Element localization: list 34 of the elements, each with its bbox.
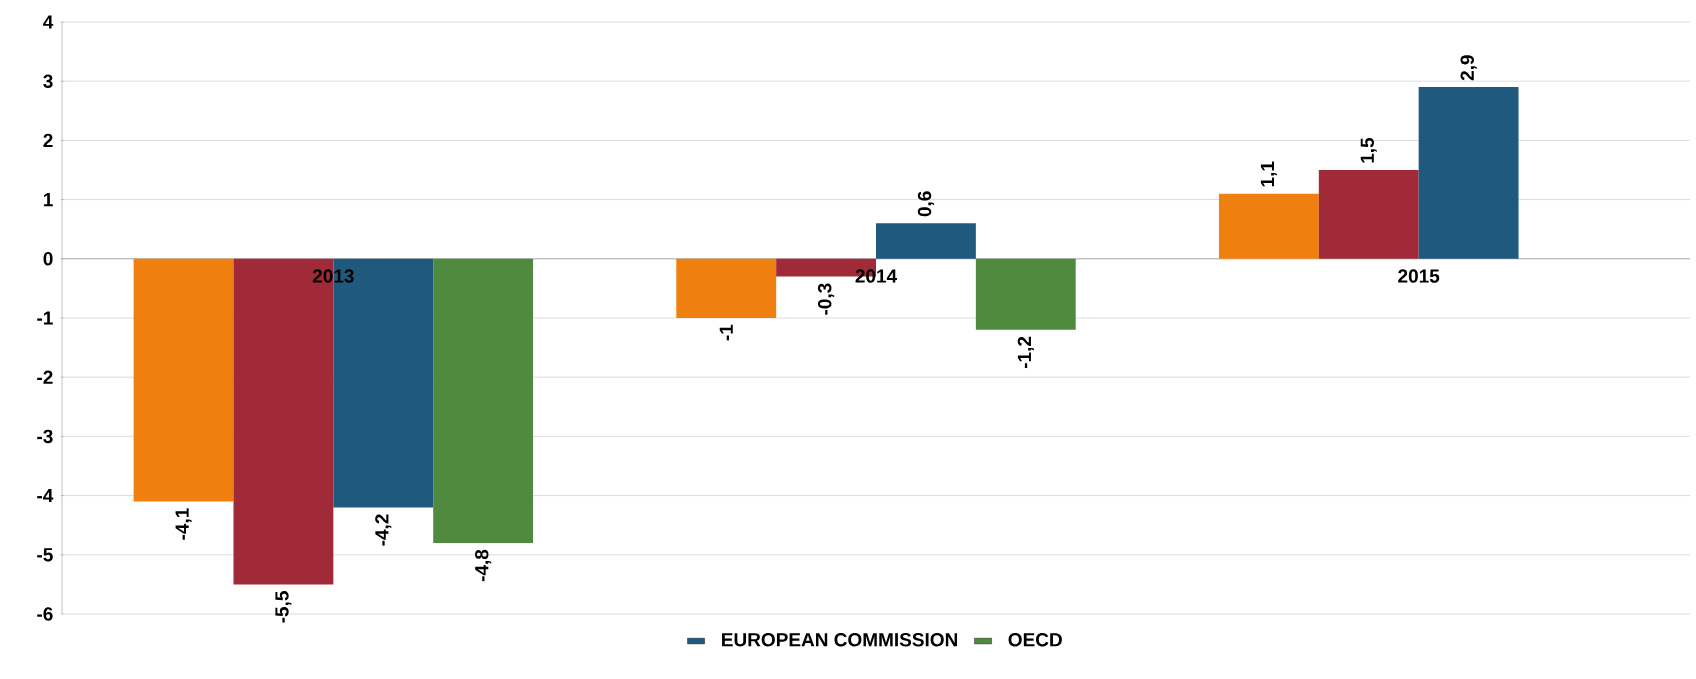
y-tick-label: -4 [37, 489, 54, 503]
bar [1418, 87, 1519, 259]
y-tick-label: -1 [37, 311, 53, 325]
y-tick-label: 0 [43, 252, 53, 266]
data-label: -0,3 [817, 283, 835, 315]
data-label: -4,8 [475, 549, 492, 582]
bar [1318, 169, 1419, 259]
bar [433, 258, 534, 543]
legend-label: EUROPEAN COMMISSION [722, 632, 958, 647]
x-tick-label: 2014 [855, 269, 898, 283]
data-label: -1,2 [1017, 336, 1034, 369]
y-tick-label: -6 [37, 607, 53, 621]
y-tick-label: 4 [43, 15, 54, 29]
y-tick-label: 1 [43, 193, 53, 207]
bar [676, 258, 777, 318]
legend-label: OECD [1008, 632, 1062, 647]
data-label: -4,2 [375, 514, 392, 546]
y-tick-label: -2 [37, 370, 53, 384]
data-label: -4,1 [175, 508, 192, 540]
bar [133, 258, 234, 502]
y-tick-label: 3 [43, 74, 53, 88]
x-tick-label: 2015 [1398, 269, 1440, 283]
data-label: 1,1 [1260, 161, 1277, 187]
bar [876, 223, 976, 259]
y-tick-label: -3 [37, 429, 53, 444]
bar [975, 258, 1076, 330]
y-tick-label: -5 [37, 548, 53, 562]
data-label: 2,9 [1460, 55, 1477, 81]
data-label: -1 [719, 324, 733, 341]
data-label: 1,5 [1360, 137, 1377, 163]
bar [1218, 193, 1319, 259]
data-label: 0,6 [917, 191, 935, 217]
data-label: -5,5 [275, 591, 292, 623]
y-tick-label: 2 [43, 133, 53, 148]
